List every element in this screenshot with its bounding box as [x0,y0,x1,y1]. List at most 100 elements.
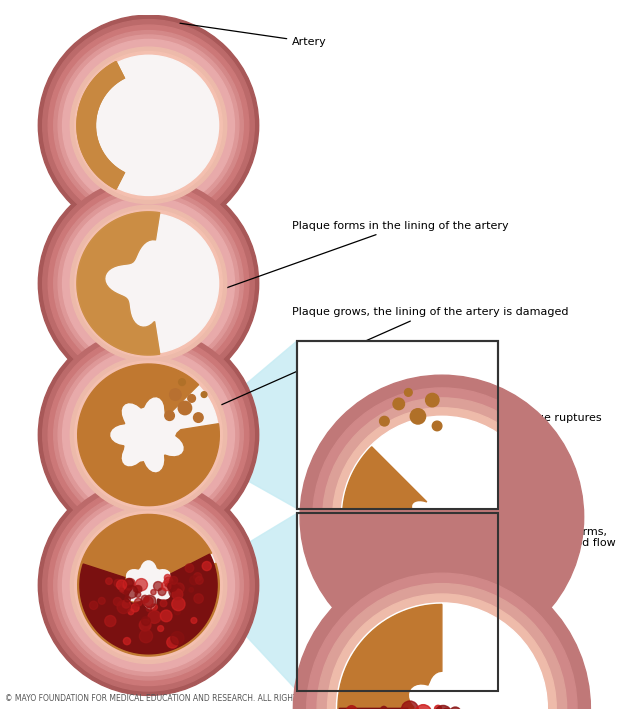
Circle shape [140,630,152,643]
Circle shape [435,708,442,715]
Circle shape [135,578,147,591]
Circle shape [78,515,219,655]
Polygon shape [78,515,219,656]
Circle shape [58,345,239,525]
Circle shape [415,704,432,721]
Circle shape [147,607,151,611]
Bar [297,341,498,508]
Circle shape [105,615,116,626]
Polygon shape [226,513,297,691]
Circle shape [117,601,130,613]
Circle shape [54,340,243,529]
Circle shape [167,636,178,648]
Circle shape [133,586,140,592]
Circle shape [170,576,178,584]
Circle shape [123,638,131,644]
Circle shape [450,707,461,718]
Circle shape [54,30,243,220]
Circle shape [380,707,387,712]
Circle shape [185,564,194,573]
Circle shape [78,55,219,195]
Circle shape [164,577,173,586]
Polygon shape [77,62,125,189]
Circle shape [75,210,222,357]
Circle shape [502,720,516,724]
Circle shape [125,586,138,598]
Circle shape [442,708,451,717]
Circle shape [432,421,442,431]
Circle shape [194,573,202,581]
Circle shape [125,578,133,587]
Circle shape [463,719,470,724]
Circle shape [48,183,249,384]
Circle shape [435,705,452,723]
Circle shape [120,588,124,592]
Circle shape [154,581,162,591]
Circle shape [484,718,498,724]
Circle shape [144,595,156,607]
Polygon shape [374,558,503,620]
Circle shape [70,205,227,361]
Circle shape [323,398,561,636]
Circle shape [70,47,227,203]
Circle shape [179,379,185,385]
Circle shape [341,416,542,618]
Circle shape [380,416,389,426]
Circle shape [425,393,439,407]
Circle shape [135,598,142,606]
Circle shape [75,511,222,659]
Circle shape [165,411,174,421]
Circle shape [145,597,149,602]
Circle shape [384,723,388,724]
Circle shape [39,475,258,696]
Polygon shape [77,212,160,355]
Circle shape [172,597,185,610]
Circle shape [106,578,112,584]
Circle shape [195,576,203,584]
Circle shape [300,375,584,659]
Circle shape [63,500,234,671]
Circle shape [158,626,164,631]
Circle shape [58,35,239,216]
Circle shape [174,609,180,615]
Circle shape [122,600,130,608]
Circle shape [336,603,547,724]
Polygon shape [78,364,219,505]
Circle shape [135,586,142,593]
Circle shape [54,490,243,680]
Circle shape [307,573,577,724]
Circle shape [142,617,150,626]
Circle shape [54,189,243,378]
Polygon shape [77,62,125,189]
Circle shape [317,584,567,724]
Circle shape [148,610,161,623]
Circle shape [63,349,234,521]
Circle shape [174,583,184,593]
Polygon shape [338,605,541,724]
Bar [297,513,498,691]
Text: Blood clot forms,
limiting blood flow: Blood clot forms, limiting blood flow [501,526,616,565]
Text: Plaque forms in the lining of the artery: Plaque forms in the lining of the artery [161,221,509,311]
Circle shape [143,597,153,607]
Circle shape [178,401,191,415]
Circle shape [48,25,249,226]
Circle shape [432,717,437,722]
Circle shape [48,485,249,686]
Circle shape [169,389,181,400]
Circle shape [113,597,121,606]
Circle shape [128,609,134,615]
Circle shape [438,720,453,724]
Circle shape [39,324,258,545]
Circle shape [151,589,156,594]
Circle shape [139,619,151,631]
Circle shape [43,479,254,691]
Circle shape [191,618,197,623]
Circle shape [75,361,222,508]
Circle shape [201,392,207,397]
Circle shape [39,15,258,235]
Circle shape [78,365,219,505]
Circle shape [43,177,254,390]
Circle shape [126,578,135,588]
Circle shape [404,389,412,396]
Circle shape [151,604,157,610]
